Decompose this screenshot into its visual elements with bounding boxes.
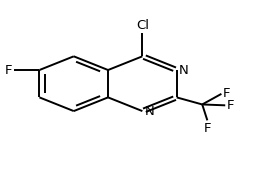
Text: Cl: Cl	[136, 19, 149, 32]
Text: F: F	[223, 87, 231, 100]
Text: F: F	[204, 122, 211, 135]
Text: F: F	[4, 64, 12, 77]
Text: F: F	[227, 99, 234, 112]
Text: N: N	[179, 64, 188, 77]
Text: N: N	[145, 105, 155, 118]
